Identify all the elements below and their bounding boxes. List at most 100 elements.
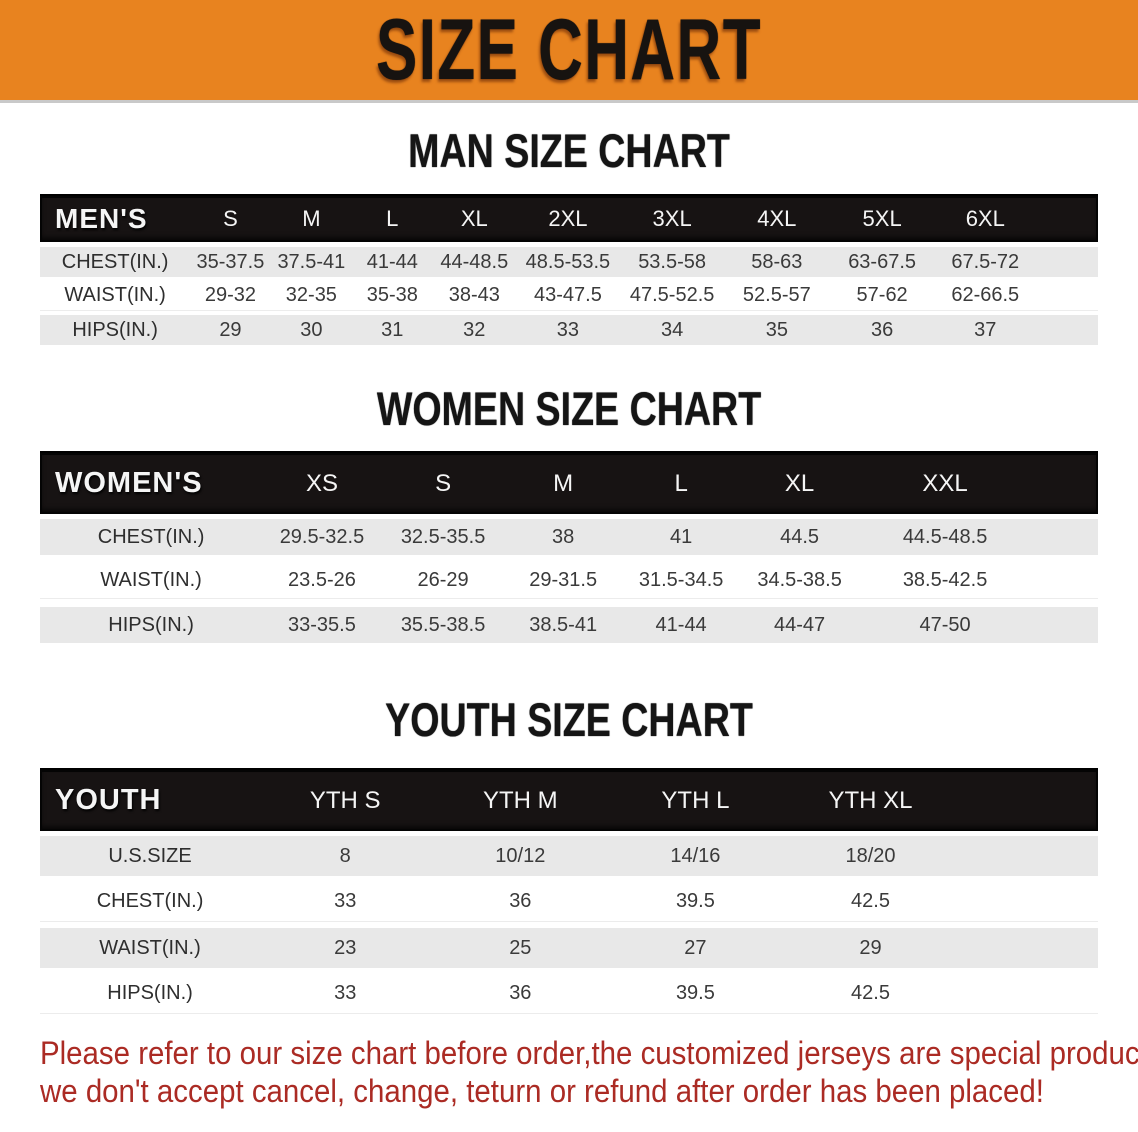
size-value: 36 — [870, 318, 894, 341]
women-size-section: WOMEN SIZE CHART WOMEN'S XS S M L XL XXL CHEST(… — [0, 384, 1138, 643]
table-row: WAIST(IN.) 23.5-26 26-29 29-31.5 31.5-34.5 34… — [40, 563, 1098, 599]
size-column-header: 4XL — [757, 206, 797, 231]
size-value: 33-35.5 — [288, 613, 356, 636]
youth-size-section: YOUTH SIZE CHART YOUTH YTH S YTH M YTH L YTH… — [0, 695, 1138, 1014]
table-row: WAIST(IN.) 29-32 32-35 35-38 38-43 43-47.5 47.… — [40, 281, 1098, 311]
size-column-header: YTH S — [309, 786, 381, 814]
table-corner-label: WOMEN'S — [55, 467, 203, 499]
table-header-row: WOMEN'S XS S M L XL XXL — [40, 451, 1098, 514]
women-chart-heading: WOMEN SIZE CHART — [376, 382, 762, 435]
size-column-header: YTH M — [482, 786, 558, 814]
size-value: 26-29 — [417, 569, 469, 591]
size-value: 63-67.5 — [848, 250, 917, 273]
table-row: CHEST(IN.) 29.5-32.5 32.5-35.5 38 41 44.5 44.5… — [40, 519, 1098, 555]
measurement-label: WAIST(IN.) — [100, 569, 202, 591]
size-value: 35-37.5 — [196, 250, 265, 273]
size-value: 32-35 — [285, 284, 337, 306]
size-value: 44-48.5 — [440, 250, 509, 273]
men-size-section: MAN SIZE CHART MEN'S S M L XL 2XL 3XL 4XL 5XL 6XL… — [0, 126, 1138, 345]
size-value: 32.5-35.5 — [400, 525, 486, 548]
table-corner-label: YOUTH — [55, 784, 162, 816]
size-column-header: L — [386, 206, 399, 231]
table-row: CHEST(IN.) 35-37.5 37.5-41 41-44 44-48.5 48.5… — [40, 247, 1098, 277]
size-value: 47.5-52.5 — [629, 284, 715, 306]
measurement-label: CHEST(IN.) — [96, 890, 204, 912]
table-header-row: YOUTH YTH S YTH M YTH L YTH XL — [40, 768, 1098, 831]
women-size-table: WOMEN'S XS S M L XL XXL CHEST(IN.) 29.5-32.5 32.5… — [40, 451, 1098, 643]
youth-size-table: YOUTH YTH S YTH M YTH L YTH XL U.S.SIZE 8 10/12… — [40, 768, 1098, 1014]
size-value: 42.5 — [851, 982, 890, 1004]
size-value: 29 — [219, 318, 242, 341]
size-value: 58-63 — [751, 250, 803, 273]
size-value: 38.5-42.5 — [902, 569, 988, 591]
size-value: 39.5 — [675, 890, 715, 912]
table-row: HIPS(IN.) 29 30 31 32 33 34 35 36 37 — [40, 315, 1098, 345]
size-value: 48.5-53.5 — [525, 250, 611, 273]
size-column-header: YTH L — [661, 786, 730, 814]
size-value: 41 — [669, 525, 693, 548]
size-value: 33 — [556, 318, 580, 341]
size-value: 67.5-72 — [951, 250, 1020, 273]
size-value: 38 — [552, 525, 575, 548]
table-header-row: MEN'S S M L XL 2XL 3XL 4XL 5XL 6XL — [40, 194, 1098, 242]
men-size-table: MEN'S S M L XL 2XL 3XL 4XL 5XL 6XL CHEST(IN.) 35-37… — [40, 194, 1098, 345]
size-value: 38-43 — [448, 284, 500, 306]
size-value: 38.5-41 — [529, 613, 598, 636]
size-value: 34.5-38.5 — [757, 569, 842, 591]
size-value: 14/16 — [670, 844, 721, 867]
size-column-header: 3XL — [652, 206, 692, 231]
size-column-header: XL — [784, 469, 815, 497]
size-value: 57-62 — [856, 284, 908, 306]
size-value: 25 — [509, 936, 532, 959]
size-value: 30 — [300, 318, 323, 341]
size-column-header: L — [674, 469, 688, 497]
size-value: 44-47 — [774, 613, 826, 636]
size-value: 8 — [339, 844, 351, 867]
size-value: 29-31.5 — [529, 569, 598, 591]
table-row: HIPS(IN.) 33-35.5 35.5-38.5 38.5-41 41-44 44-… — [40, 607, 1098, 643]
size-column-header: XL — [460, 206, 488, 231]
measurement-label: CHEST(IN.) — [61, 250, 169, 273]
size-column-header: S — [435, 469, 452, 497]
size-value: 43-47.5 — [533, 284, 602, 306]
size-value: 31.5-34.5 — [638, 569, 724, 591]
size-column-header: 2XL — [548, 206, 588, 231]
size-value: 18/20 — [845, 844, 896, 867]
size-value: 33 — [334, 982, 357, 1004]
measurement-label: WAIST(IN.) — [64, 284, 166, 306]
table-row: CHEST(IN.) 33 36 39.5 42.5 — [40, 882, 1098, 922]
table-corner-label: MEN'S — [55, 203, 148, 234]
size-value: 62-66.5 — [951, 284, 1020, 306]
size-value: 33 — [334, 890, 357, 912]
size-value: 44.5 — [780, 525, 820, 548]
table-row: HIPS(IN.) 33 36 39.5 42.5 — [40, 974, 1098, 1014]
measurement-label: WAIST(IN.) — [99, 936, 201, 959]
size-value: 10/12 — [495, 844, 546, 867]
order-notice: Please refer to our size chart before or… — [40, 1034, 1138, 1110]
size-value: 42.5 — [851, 890, 890, 912]
size-value: 35-38 — [366, 284, 418, 306]
size-column-header: 6XL — [965, 206, 1005, 231]
size-value: 27 — [684, 936, 707, 959]
size-value: 47-50 — [919, 613, 971, 636]
youth-chart-heading: YOUTH SIZE CHART — [385, 693, 753, 746]
size-value: 37.5-41 — [277, 250, 346, 273]
table-row: U.S.SIZE 8 10/12 14/16 18/20 — [40, 836, 1098, 876]
size-value: 41-44 — [366, 250, 418, 273]
size-column-header: XS — [305, 469, 338, 497]
size-value: 35.5-38.5 — [400, 613, 486, 636]
size-value: 44.5-48.5 — [902, 525, 988, 548]
size-column-header: YTH XL — [828, 786, 913, 814]
size-column-header: 5XL — [862, 206, 902, 231]
banner-title: SIZE CHART — [376, 2, 762, 98]
notice-line-1: Please refer to our size chart before or… — [40, 1035, 1138, 1071]
size-value: 23 — [334, 936, 357, 959]
size-value: 36 — [509, 982, 532, 1004]
measurement-label: HIPS(IN.) — [72, 318, 158, 341]
size-value: 29.5-32.5 — [279, 525, 365, 548]
notice-line-2: we don't accept cancel, change, teturn o… — [40, 1073, 1044, 1109]
size-value: 52.5-57 — [742, 284, 811, 306]
measurement-label: HIPS(IN.) — [108, 613, 194, 636]
size-column-header: XXL — [922, 469, 968, 497]
